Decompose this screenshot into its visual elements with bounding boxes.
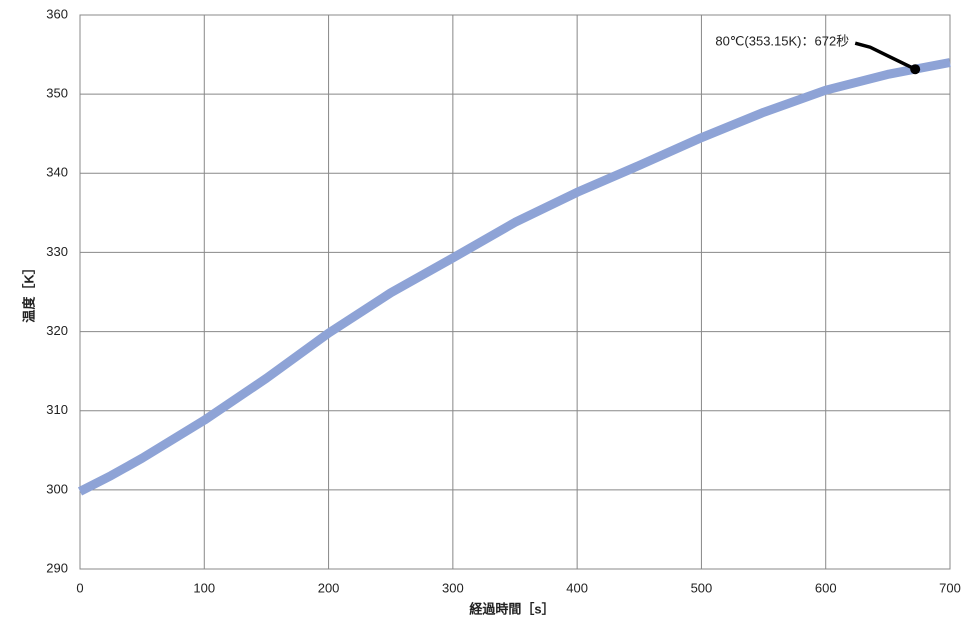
y-tick-label: 300: [46, 481, 68, 496]
x-tick-label: 400: [566, 580, 588, 595]
y-tick-label: 350: [46, 86, 68, 101]
data-line: [77, 58, 951, 496]
y-tick-label: 320: [46, 323, 68, 338]
y-tick-label: 330: [46, 244, 68, 259]
plot-frame: [79, 14, 951, 570]
x-tick-label: 600: [815, 580, 837, 595]
y-axis-label: 温度［K］: [21, 261, 36, 322]
annotation-label: 80℃(353.15K)：672秒: [715, 34, 849, 49]
x-tick-label: 300: [442, 580, 464, 595]
y-tick-label: 360: [46, 6, 68, 21]
annotation-point: [910, 64, 921, 75]
y-tick-label: 340: [46, 165, 68, 180]
x-tick-label: 700: [939, 580, 961, 595]
x-tick-label: 100: [193, 580, 215, 595]
annotation-connector: [854, 41, 916, 71]
y-tick-label: 290: [46, 560, 68, 575]
x-tick-label: 0: [76, 580, 83, 595]
y-tick-label: 310: [46, 402, 68, 417]
x-tick-label: 200: [318, 580, 340, 595]
x-tick-label: 500: [691, 580, 713, 595]
x-axis-label: 経過時間［s］: [469, 601, 554, 616]
